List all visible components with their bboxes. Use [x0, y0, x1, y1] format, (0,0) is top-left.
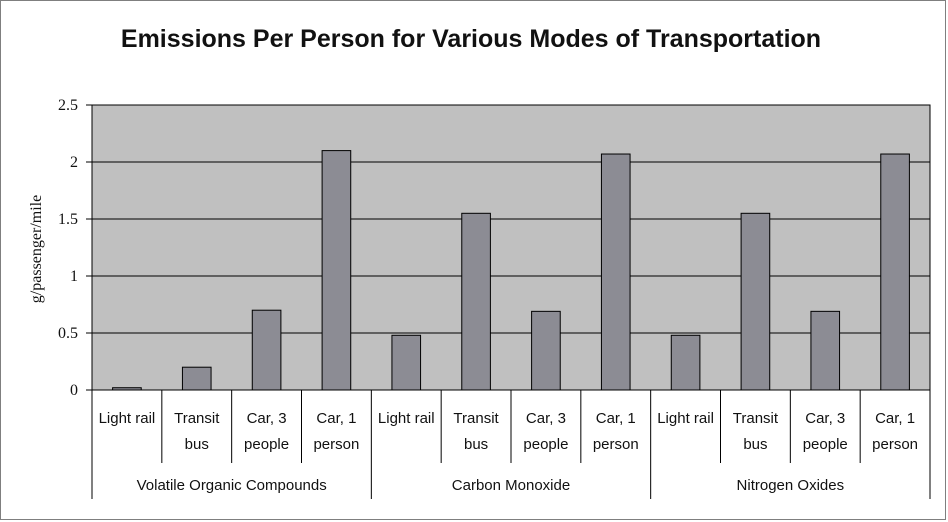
bar-2-2	[810, 310, 841, 391]
bar-0-1	[181, 366, 212, 391]
category-label-line: Transit	[733, 410, 779, 427]
y-axis-label: g/passenger/mile	[28, 195, 45, 303]
plot-background	[91, 104, 931, 391]
category-label-line: Light rail	[99, 410, 156, 427]
chart-title: Emissions Per Person for Various Modes o…	[121, 25, 821, 53]
bar-1-0	[391, 334, 422, 391]
category-label-2-1: Transit bus	[733, 410, 779, 453]
y-tick-label-2: 1	[70, 268, 78, 285]
bar-0-2	[251, 309, 282, 391]
category-label-line: person	[313, 436, 359, 453]
group-label-0: Volatile Organic Compounds	[137, 477, 327, 494]
group-label-2: Nitrogen Oxides	[737, 477, 845, 494]
category-label-line: Car, 1	[596, 410, 636, 427]
y-tick-label-3: 1.5	[58, 211, 78, 228]
y-tick-label-5: 2.5	[58, 97, 78, 114]
bar-2-0	[670, 334, 701, 391]
category-label-line: Car, 3	[526, 410, 566, 427]
y-tick-label-0: 0	[70, 382, 78, 399]
category-label-line: Car, 3	[247, 410, 287, 427]
category-label-line: Light rail	[378, 410, 435, 427]
category-label-line: bus	[185, 436, 209, 453]
category-label-line: Car, 1	[875, 410, 915, 427]
category-label-line: people	[803, 436, 848, 453]
bar-0-3	[321, 150, 352, 391]
category-label-line: Car, 3	[805, 410, 845, 427]
bar-0-0	[112, 387, 142, 391]
category-label-line: Car, 1	[316, 410, 356, 427]
category-label-line: Transit	[174, 410, 220, 427]
group-label-1: Carbon Monoxide	[452, 477, 570, 494]
category-label-0-0: Light rail	[99, 410, 156, 427]
category-label-line: Transit	[453, 410, 499, 427]
category-label-1-0: Light rail	[378, 410, 435, 427]
category-label-line: bus	[743, 436, 767, 453]
category-label-0-1: Transit bus	[174, 410, 220, 453]
category-label-line: people	[523, 436, 568, 453]
bar-1-3	[600, 153, 631, 391]
plot-area: 0 0.5 1 1.5 2 2.5 Light rail Transit bus Car, 3 pe…	[58, 97, 931, 499]
y-tick-label-4: 2	[70, 154, 78, 171]
bar-2-3	[880, 153, 910, 391]
category-label-0-2: Car, 3 people	[244, 410, 289, 453]
y-tick-label-1: 0.5	[58, 325, 78, 342]
category-label-0-3: Car, 1 person	[313, 410, 359, 453]
category-label-2-0: Light rail	[657, 410, 714, 427]
category-label-1-3: Car, 1 person	[593, 410, 639, 453]
category-label-line: Light rail	[657, 410, 714, 427]
category-label-1-2: Car, 3 people	[523, 410, 568, 453]
category-label-line: bus	[464, 436, 488, 453]
bar-1-1	[461, 212, 491, 391]
bar-2-1	[740, 212, 771, 391]
category-label-1-1: Transit bus	[453, 410, 499, 453]
category-label-line: people	[244, 436, 289, 453]
category-label-2-3: Car, 1 person	[872, 410, 918, 453]
category-label-line: person	[872, 436, 918, 453]
category-label-2-2: Car, 3 people	[803, 410, 848, 453]
category-label-line: person	[593, 436, 639, 453]
bar-1-2	[531, 310, 561, 391]
